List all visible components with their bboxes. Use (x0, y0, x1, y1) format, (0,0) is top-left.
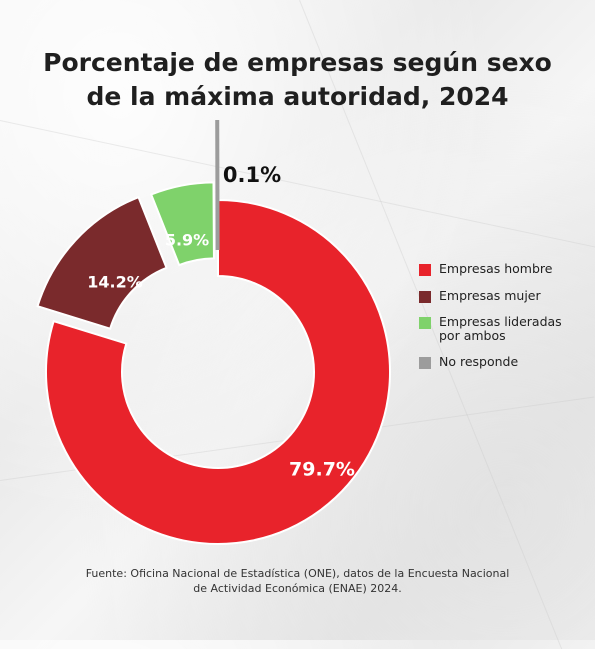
source-line-2: de Actividad Económica (ENAE) 2024. (0, 581, 595, 596)
legend-label: Empresas hombre (439, 262, 579, 276)
label-empresas-mujer: 14.2% (87, 273, 143, 292)
source-note: Fuente: Oficina Nacional de Estadística … (0, 566, 595, 596)
slice-empresas-mujer (38, 197, 167, 328)
label-empresas-hombre: 79.7% (289, 459, 355, 481)
label-no-responde: 0.1% (223, 163, 281, 187)
legend-swatch (419, 317, 431, 329)
legend-swatch (419, 264, 431, 276)
legend-swatch (419, 357, 431, 369)
legend-label: Empresas mujer (439, 289, 579, 303)
source-line-1: Fuente: Oficina Nacional de Estadística … (0, 566, 595, 581)
legend-item-no-responde: No responde (419, 355, 579, 369)
legend-label: No responde (439, 355, 579, 369)
legend-item-empresas-hombre: Empresas hombre (419, 262, 579, 276)
label-lideradas-por-ambos: 5.9% (165, 231, 209, 250)
legend-label-line-1: Empresas lideradas (439, 315, 579, 329)
legend-label-line-2: por ambos (439, 329, 579, 343)
legend-swatch (419, 291, 431, 303)
legend-item-lideradas-por-ambos: Empresas lideradas por ambos (419, 315, 579, 343)
legend-item-empresas-mujer: Empresas mujer (419, 289, 579, 303)
